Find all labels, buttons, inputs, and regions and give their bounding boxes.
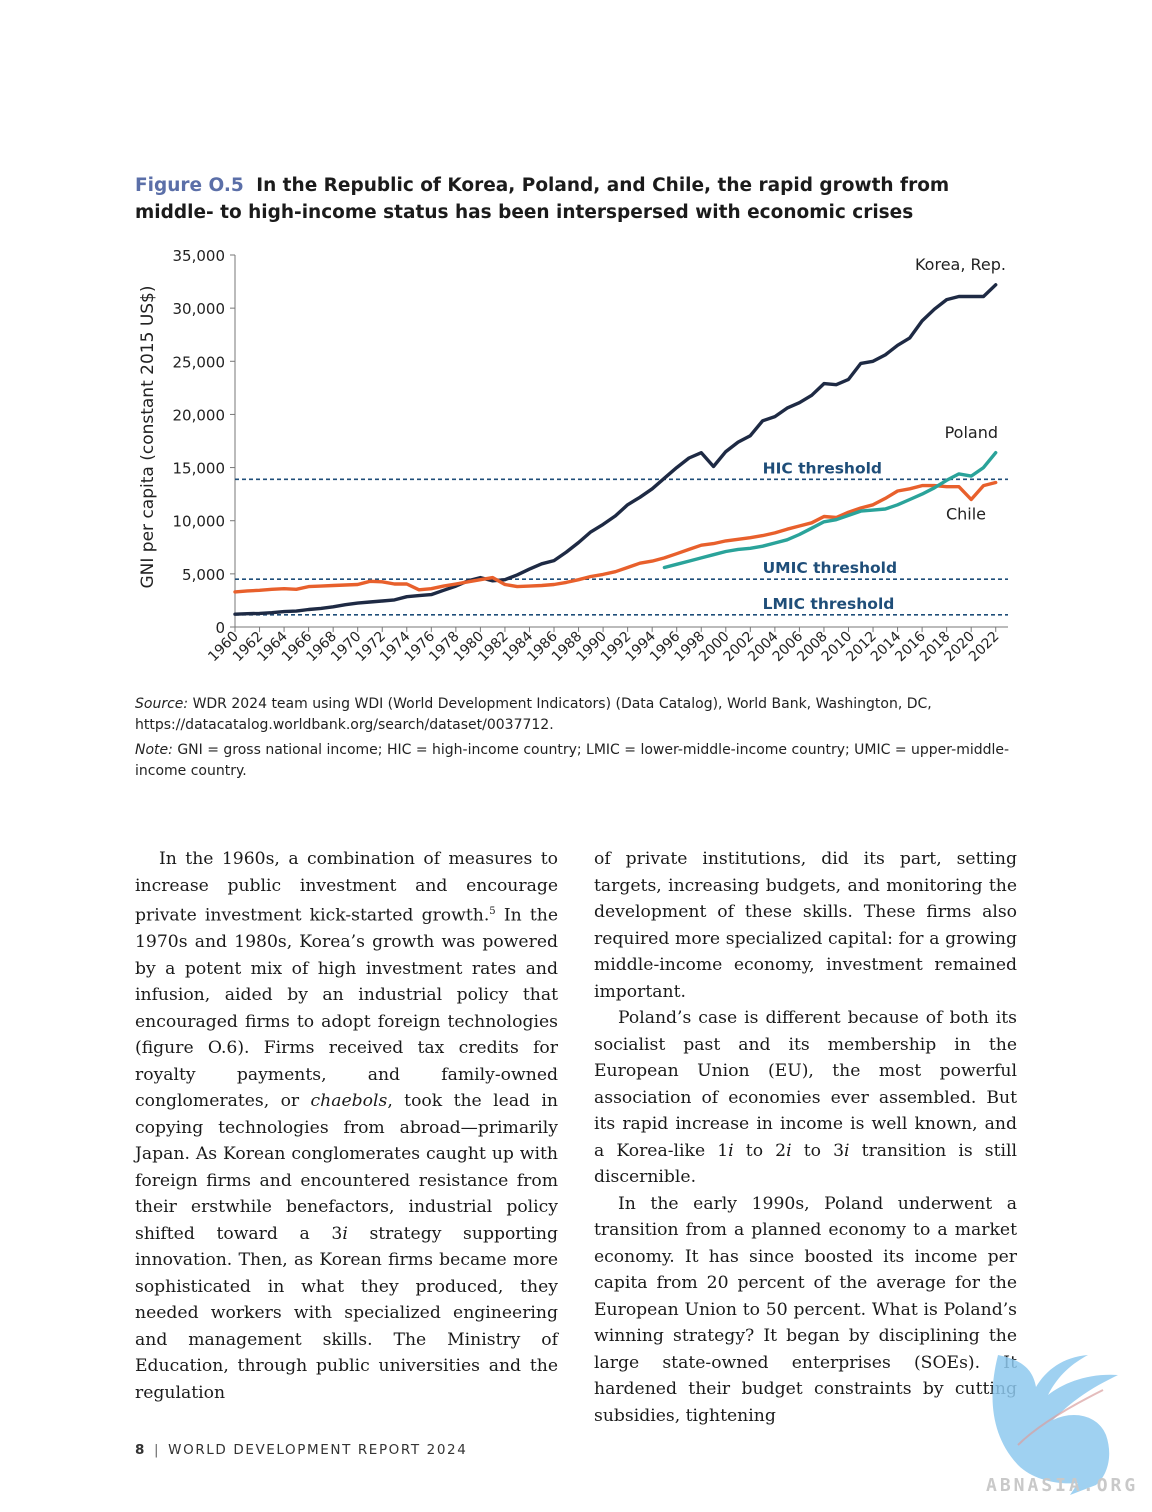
- threshold-lines: [235, 478, 1008, 616]
- text-run: In the 1960s, a combination of measures …: [135, 849, 558, 926]
- line-chart: GNI per capita (constant 2015 US$) 0 5,00…: [138, 247, 1008, 665]
- paragraph: In the 1960s, a combination of measures …: [135, 846, 558, 1406]
- emphasis: chaebols: [310, 1091, 388, 1112]
- series-line-korea-rep: [233, 283, 998, 616]
- paragraph: In the early 1990s, Poland underwent a t…: [594, 1193, 1017, 1426]
- y-tick-label: 10,000: [173, 513, 226, 531]
- watermark-text: ABNASIA.ORG: [986, 1475, 1139, 1496]
- note-line: Note: GNI = gross national income; HIC =…: [135, 740, 1025, 782]
- series-lines: [233, 283, 998, 616]
- figure-source-note: Source: WDR 2024 team using WDI (World D…: [135, 694, 1025, 786]
- source-text: WDR 2024 team using WDI (World Developme…: [135, 696, 932, 733]
- y-tick-label: 20,000: [173, 406, 226, 424]
- paragraph: Poland’s case is different because of bo…: [594, 1005, 1017, 1191]
- threshold-label: LMIC threshold: [763, 595, 895, 613]
- y-tick-label: 35,000: [173, 247, 226, 265]
- text-run: In the 1970s and 1980s, Korea’s growth w…: [135, 905, 558, 1112]
- note-label: Note:: [135, 742, 173, 758]
- paragraph: of private institutions, did its part, s…: [594, 849, 1017, 1002]
- series-labels: HIC threshold UMIC threshold LMIC threshol…: [763, 255, 1006, 613]
- footer-separator: |: [154, 1442, 161, 1458]
- y-tick-label: 5,000: [182, 566, 225, 584]
- y-tick-label: 15,000: [173, 460, 226, 478]
- text-run: transition is still discernible.: [594, 1140, 1018, 1188]
- figure-title: Figure O.5 In the Republic of Korea, Pol…: [135, 172, 995, 226]
- emphasis: i: [728, 1140, 734, 1161]
- source-label: Source:: [135, 696, 189, 712]
- y-tick-label: 30,000: [173, 300, 226, 318]
- y-tick-label: 25,000: [173, 353, 226, 371]
- footnote-marker[interactable]: 5: [489, 906, 496, 917]
- series-label: Chile: [946, 505, 986, 524]
- text-run: Poland’s case is different because of bo…: [594, 1008, 1017, 1161]
- source-line: Source: WDR 2024 team using WDI (World D…: [135, 694, 1025, 736]
- chart: GNI per capita (constant 2015 US$) 0 5,00…: [120, 235, 1020, 675]
- y-tick-label: 0: [215, 619, 225, 637]
- text-run: to 2: [733, 1140, 787, 1161]
- page-footer: 8 | WORLD DEVELOPMENT REPORT 2024: [135, 1442, 467, 1458]
- text-run: , took the lead in copying technologies …: [135, 1091, 558, 1244]
- running-title: WORLD DEVELOPMENT REPORT 2024: [168, 1442, 468, 1458]
- figure-title-text: In the Republic of Korea, Poland, and Ch…: [135, 175, 950, 223]
- page-number: 8: [135, 1442, 146, 1458]
- text-run: to 3: [791, 1140, 845, 1161]
- note-text: GNI = gross national income; HIC = high-…: [135, 742, 1010, 779]
- body-column-left: In the 1960s, a combination of measures …: [135, 846, 558, 1406]
- emphasis: i: [786, 1140, 792, 1161]
- threshold-label: UMIC threshold: [763, 559, 897, 577]
- threshold-label: HIC threshold: [763, 459, 882, 477]
- watermark-logo-icon: [992, 1355, 1118, 1495]
- text-run: strategy supporting innovation. Then, as…: [135, 1223, 558, 1403]
- series-label: Poland: [945, 423, 998, 442]
- series-line-chile: [233, 480, 998, 594]
- y-axis-label: GNI per capita (constant 2015 US$): [138, 285, 158, 588]
- emphasis: i: [342, 1223, 348, 1244]
- series-line-poland: [662, 450, 998, 570]
- emphasis: i: [844, 1140, 850, 1161]
- figure-label: Figure O.5: [135, 175, 244, 196]
- body-column-right: of private institutions, did its part, s…: [594, 846, 1017, 1429]
- series-label: Korea, Rep.: [915, 255, 1006, 274]
